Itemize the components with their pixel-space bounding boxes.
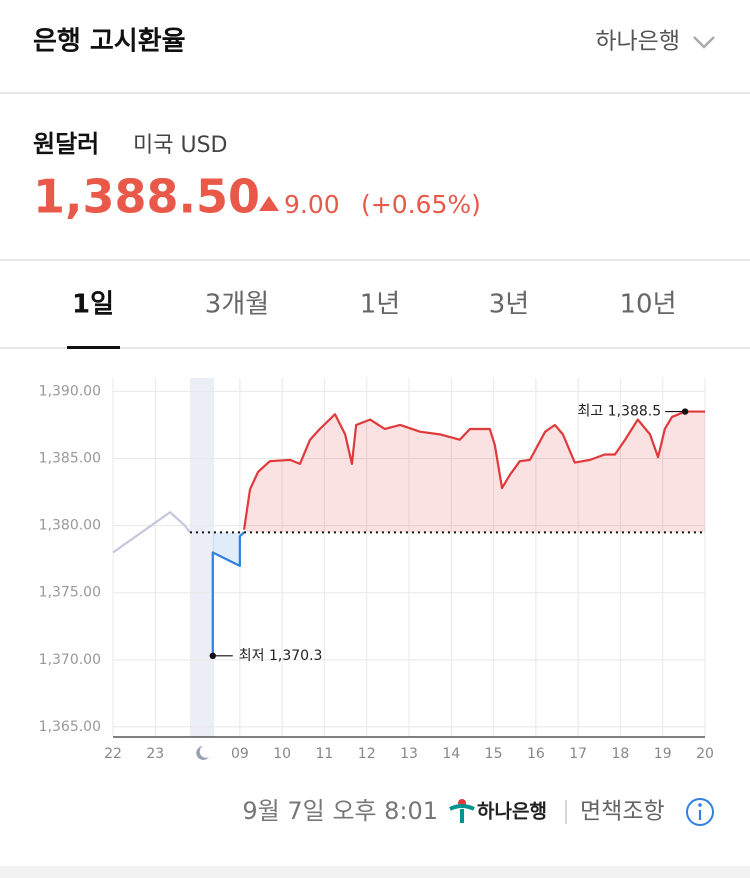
logo-mark xyxy=(449,804,475,823)
annotation-dot xyxy=(681,408,689,415)
y-tick-label: 1,390.00 xyxy=(39,383,101,399)
change-pct: (+0.65%) xyxy=(361,190,481,219)
annotation: 최저 1,370.3 xyxy=(239,648,323,664)
x-tick-label: 12 xyxy=(358,746,376,762)
x-tick-label: 14 xyxy=(442,746,460,762)
y-tick-label: 1,385.00 xyxy=(39,451,101,467)
x-tick-label: 09 xyxy=(231,746,249,762)
change: 9.00 xyxy=(284,190,340,219)
night-band xyxy=(189,378,215,737)
line xyxy=(112,511,191,554)
price: 1,388.50 xyxy=(33,170,260,224)
y-tick-label: 1,370.00 xyxy=(39,652,101,668)
area xyxy=(244,411,706,533)
x-tick-label: 23 xyxy=(146,746,164,762)
x-tick-label: 10 xyxy=(273,746,291,762)
tab[interactable]: 1일 xyxy=(72,290,114,320)
annotation: 최고 1,388.5 xyxy=(577,404,661,420)
x-tick-label: 19 xyxy=(654,746,672,762)
currency-name: 원달러 xyxy=(33,130,99,158)
line xyxy=(211,531,245,656)
bank-select[interactable]: 하나은행 xyxy=(595,29,680,55)
tab[interactable]: 3년 xyxy=(489,290,529,320)
y-tick-label: 1,365.00 xyxy=(39,719,101,735)
y-tick-label: 1,380.00 xyxy=(39,518,101,534)
x-tick-label: 18 xyxy=(612,746,630,762)
x-tick-label: 20 xyxy=(696,746,714,762)
line xyxy=(242,410,705,530)
logo-icon xyxy=(449,799,475,823)
tabs: 1일 3개월 1년 3년 10년 xyxy=(72,290,677,320)
x-tick-label: 16 xyxy=(527,746,545,762)
disclaimer[interactable]: 면책조항 xyxy=(580,799,665,825)
x-tick-label: 15 xyxy=(485,746,503,762)
night-icon xyxy=(196,746,209,760)
up-arrow xyxy=(259,196,279,211)
x-tick-label: 11 xyxy=(316,746,334,762)
x-tick-label: 17 xyxy=(569,746,587,762)
x-tick-label: 13 xyxy=(400,746,418,762)
x-tick-label: 22 xyxy=(104,746,122,762)
annotation-dot xyxy=(209,652,216,660)
info-icon[interactable] xyxy=(686,798,714,826)
timestamp: 9월 7일 오후 8:01 xyxy=(242,797,438,825)
page-title: 은행 고시환율 xyxy=(33,27,186,57)
y-tick-label: 1,375.00 xyxy=(39,585,101,601)
info-dot xyxy=(698,803,702,807)
logo-text: 하나은행 xyxy=(477,801,547,823)
tab[interactable]: 1년 xyxy=(360,290,400,320)
tab-underline xyxy=(67,346,120,349)
chart: 1,365.00 1,370.00 1,375.00 1,380.00 1,385.00… xyxy=(39,378,714,762)
tab[interactable]: 3개월 xyxy=(205,290,269,320)
bottom-band xyxy=(0,866,750,878)
tab[interactable]: 10년 xyxy=(619,290,676,320)
chevron[interactable] xyxy=(693,36,715,49)
currency-sub: 미국 USD xyxy=(133,133,227,158)
